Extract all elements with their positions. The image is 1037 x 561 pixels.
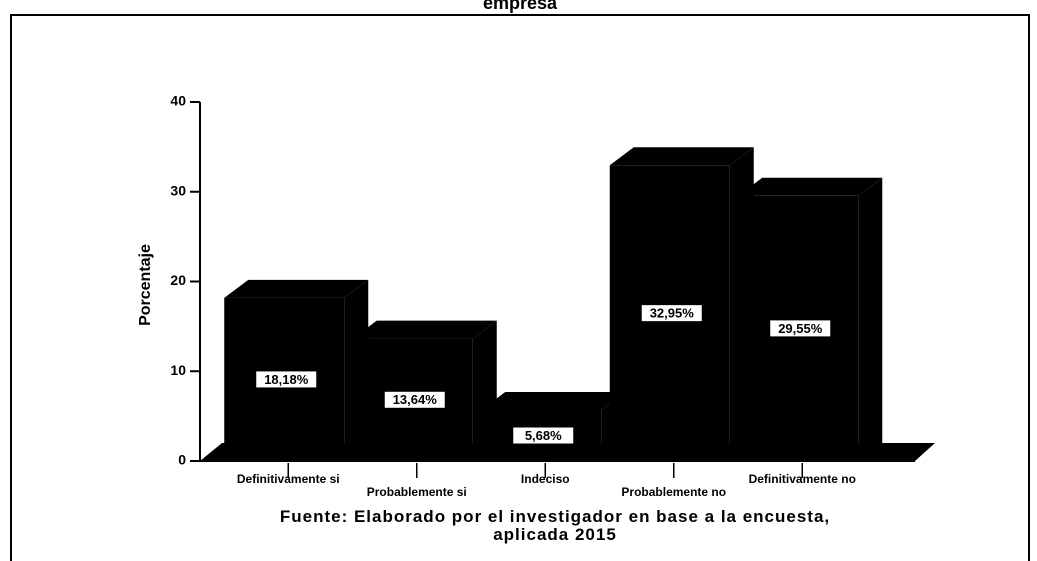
y-tick-label: 0 bbox=[178, 452, 186, 468]
value-label-box bbox=[513, 427, 574, 444]
y-tick-label: 10 bbox=[170, 362, 186, 378]
value-label-box bbox=[384, 391, 445, 408]
bar-top bbox=[352, 320, 497, 339]
x-tick-label: Definitivamente si bbox=[237, 472, 340, 486]
bar-top bbox=[609, 147, 754, 166]
x-tick-label: Definitivamente no bbox=[749, 472, 856, 486]
x-tick-label: Probablemente no bbox=[621, 485, 726, 499]
bar-top bbox=[224, 279, 369, 298]
frame bbox=[10, 14, 1030, 561]
value-label-box bbox=[256, 371, 317, 388]
value-label: 29,55% bbox=[778, 321, 823, 336]
bar-side bbox=[858, 177, 883, 461]
y-tick-label: 20 bbox=[170, 272, 186, 288]
bar-top bbox=[738, 177, 883, 196]
value-label: 13,64% bbox=[393, 392, 438, 407]
value-label: 18,18% bbox=[264, 372, 309, 387]
y-axis-label: Porcentaje bbox=[137, 244, 154, 326]
value-label: 5,68% bbox=[525, 428, 562, 443]
chart-title: empresa bbox=[483, 0, 558, 13]
x-tick-label: Probablemente si bbox=[367, 485, 467, 499]
y-tick-label: 30 bbox=[170, 182, 186, 198]
value-label-box bbox=[641, 305, 702, 322]
source-note: Fuente: Elaborado por el investigador en… bbox=[279, 507, 831, 544]
y-tick-label: 40 bbox=[170, 93, 186, 109]
value-label: 32,95% bbox=[650, 306, 695, 321]
x-tick-label: Indeciso bbox=[521, 472, 570, 486]
bar-top bbox=[481, 392, 626, 411]
value-label-box bbox=[770, 320, 831, 337]
